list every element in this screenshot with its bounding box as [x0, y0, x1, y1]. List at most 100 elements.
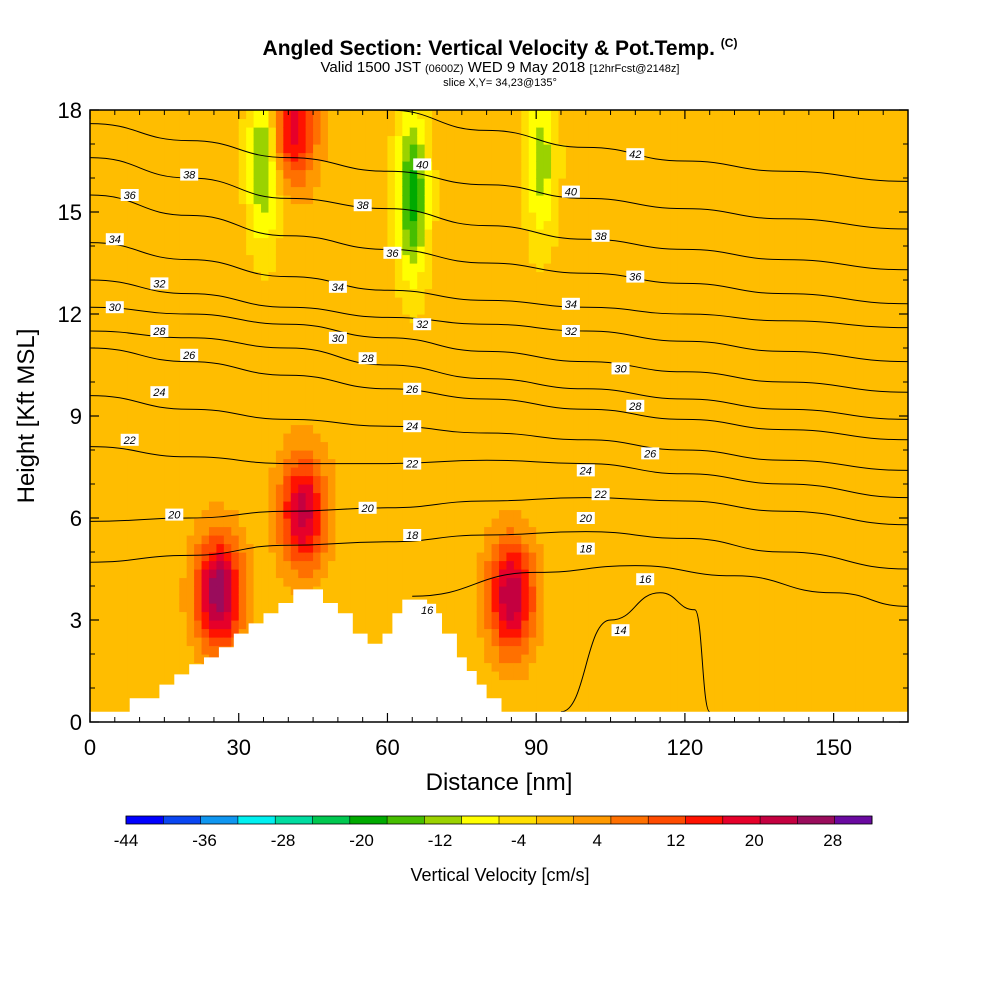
velocity-cell: [357, 475, 366, 485]
velocity-cell: [194, 586, 203, 596]
velocity-cell: [298, 433, 307, 443]
velocity-cell: [216, 450, 225, 460]
velocity-cell: [491, 577, 500, 587]
velocity-cell: [238, 305, 247, 315]
velocity-cell: [171, 237, 180, 247]
velocity-cell: [350, 220, 359, 230]
velocity-cell: [320, 543, 329, 553]
velocity-cell: [268, 195, 277, 205]
velocity-cell: [588, 263, 597, 273]
velocity-cell: [558, 671, 567, 681]
velocity-cell: [469, 484, 478, 494]
velocity-cell: [208, 586, 218, 596]
velocity-cell: [104, 543, 113, 553]
velocity-cell: [164, 399, 173, 409]
velocity-cell: [484, 348, 493, 358]
velocity-cell: [380, 254, 389, 264]
velocity-cell: [327, 348, 336, 358]
velocity-cell: [208, 152, 218, 162]
velocity-cell: [164, 339, 173, 349]
velocity-cell: [454, 212, 463, 222]
velocity-cell: [409, 356, 418, 366]
velocity-cell: [327, 254, 336, 264]
velocity-cell: [372, 586, 381, 596]
velocity-cell: [194, 288, 203, 298]
velocity-cell: [461, 118, 470, 128]
velocity-cell: [268, 178, 277, 188]
velocity-cell: [417, 212, 426, 222]
velocity-cell: [439, 169, 448, 179]
velocity-cell: [446, 458, 455, 468]
velocity-cell: [551, 535, 560, 545]
velocity-cell: [595, 645, 604, 655]
velocity-cell: [298, 203, 307, 213]
velocity-cell: [305, 297, 314, 307]
velocity-cell: [461, 288, 470, 298]
velocity-cell: [469, 390, 478, 400]
velocity-cell: [305, 441, 314, 451]
velocity-cell: [149, 314, 158, 324]
velocity-cell: [119, 110, 128, 120]
velocity-cell: [595, 161, 604, 171]
velocity-cell: [565, 671, 574, 681]
velocity-cell: [357, 569, 366, 579]
velocity-cell: [551, 654, 560, 664]
velocity-cell: [454, 543, 463, 553]
velocity-cell: [595, 416, 604, 426]
velocity-cell: [164, 297, 173, 307]
velocity-cell: [409, 186, 418, 196]
velocity-cell: [417, 509, 426, 519]
velocity-cell: [283, 263, 292, 273]
velocity-cell: [551, 407, 560, 417]
velocity-cell: [231, 450, 240, 460]
velocity-cell: [461, 416, 470, 426]
velocity-cell: [558, 501, 567, 511]
velocity-cell: [469, 416, 478, 426]
velocity-cell: [149, 526, 158, 536]
velocity-cell: [543, 679, 552, 689]
velocity-cell: [446, 161, 455, 171]
velocity-cell: [528, 169, 537, 179]
velocity-cell: [573, 526, 582, 536]
velocity-cell: [156, 407, 165, 417]
velocity-cell: [142, 246, 151, 256]
velocity-cell: [275, 314, 284, 324]
velocity-cell: [394, 560, 403, 570]
velocity-cell: [342, 144, 351, 154]
velocity-cell: [186, 339, 195, 349]
velocity-cell: [156, 161, 165, 171]
velocity-cell: [238, 501, 247, 511]
velocity-cell: [268, 280, 277, 290]
velocity-cell: [164, 433, 173, 443]
velocity-cell: [484, 254, 493, 264]
velocity-cell: [350, 178, 359, 188]
velocity-cell: [372, 246, 381, 256]
velocity-cell: [432, 373, 441, 383]
velocity-cell: [380, 433, 389, 443]
velocity-cell: [476, 118, 485, 128]
velocity-cell: [208, 433, 218, 443]
velocity-cell: [484, 637, 493, 647]
velocity-cell: [588, 705, 597, 715]
velocity-cell: [119, 543, 128, 553]
velocity-cell: [558, 518, 567, 528]
velocity-cell: [409, 118, 418, 128]
velocity-cell: [543, 220, 552, 230]
velocity-cell: [573, 662, 582, 672]
velocity-cell: [402, 237, 411, 247]
velocity-cell: [365, 526, 374, 536]
velocity-cell: [573, 280, 582, 290]
velocity-cell: [186, 382, 195, 392]
velocity-cell: [454, 637, 463, 647]
velocity-cell: [320, 526, 329, 536]
velocity-cell: [261, 169, 270, 179]
velocity-cell: [194, 237, 203, 247]
velocity-cell: [119, 424, 128, 434]
velocity-cell: [446, 501, 455, 511]
velocity-cell: [387, 297, 396, 307]
velocity-cell: [216, 594, 225, 604]
velocity-cell: [134, 118, 143, 128]
velocity-cell: [454, 586, 463, 596]
velocity-cell: [439, 433, 448, 443]
velocity-cell: [208, 552, 218, 562]
